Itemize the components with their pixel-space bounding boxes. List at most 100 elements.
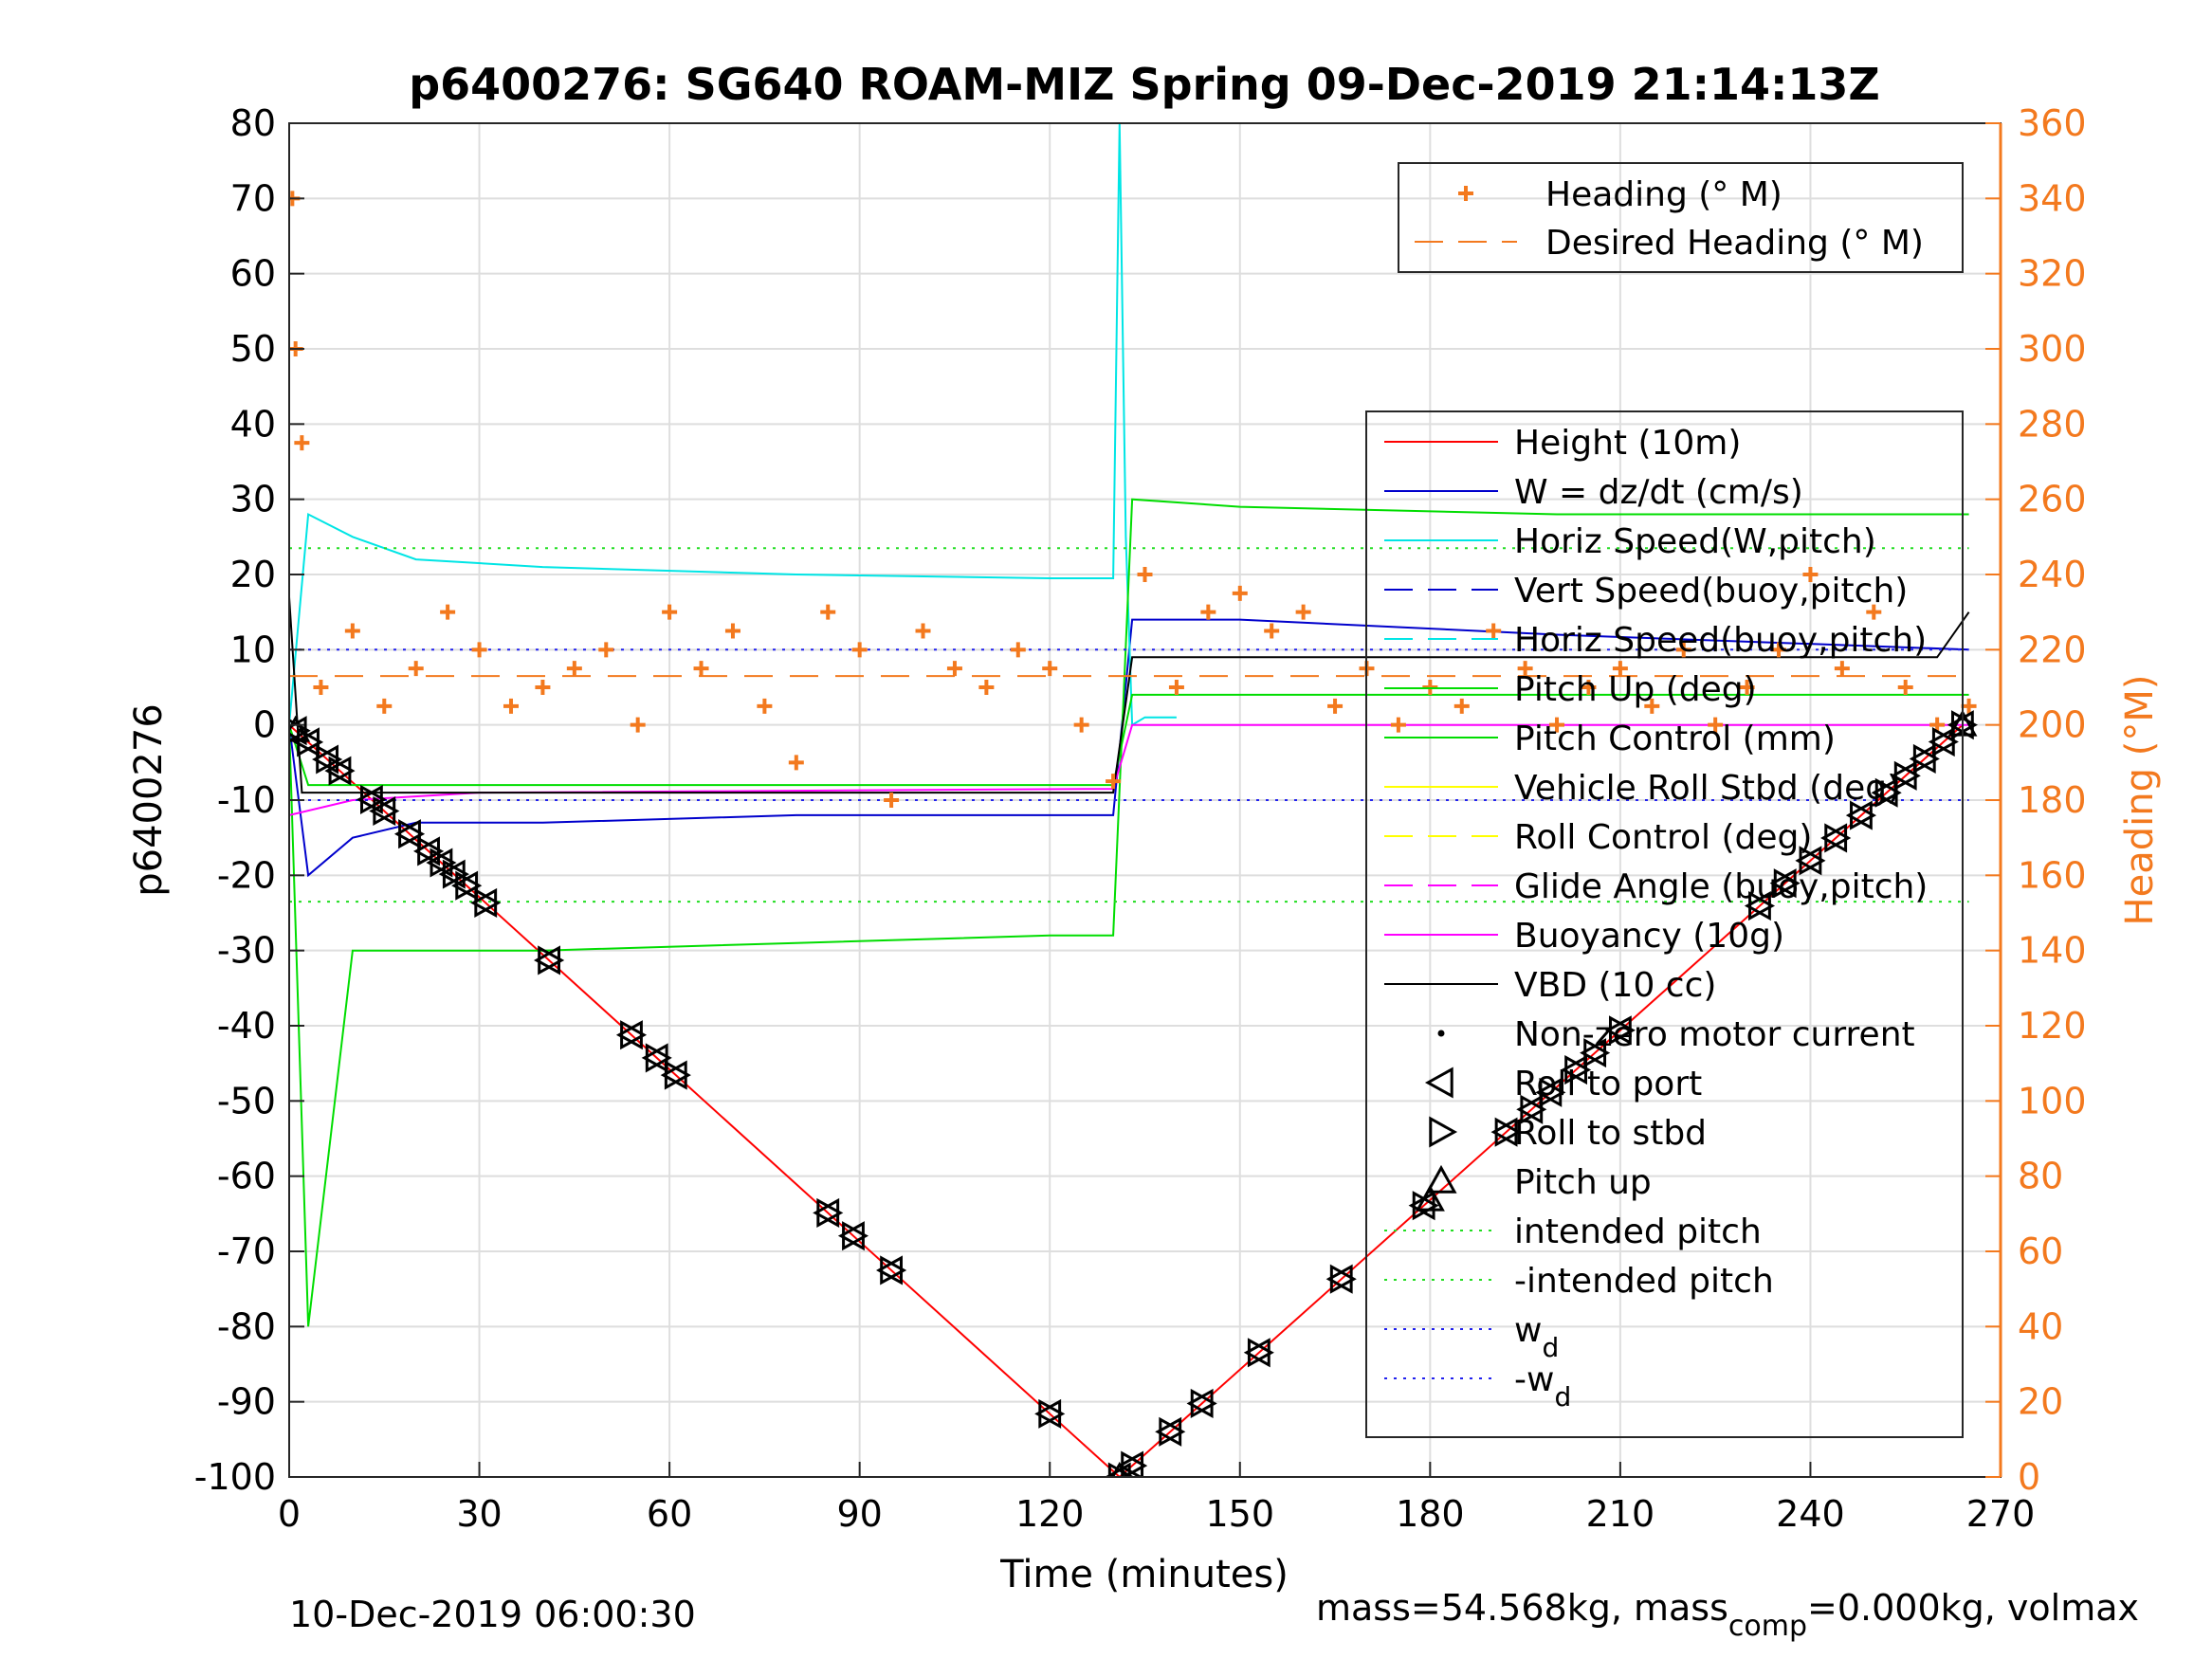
roll-stbd-marker [538, 945, 565, 975]
legend-label: Pitch Control (mm) [1514, 720, 1836, 758]
heading-marker [851, 642, 868, 658]
roll-stbd-marker [417, 836, 445, 866]
x-tick-label: 0 [278, 1493, 301, 1535]
heading-marker [788, 755, 804, 771]
x-tick-label: 120 [1015, 1493, 1085, 1535]
heading-marker [1486, 623, 1502, 639]
heading-marker [630, 717, 646, 733]
y-axis-label-right: Heading (°M) [2118, 675, 2162, 926]
pitch-up-marker [1415, 1184, 1445, 1212]
roll-stbd-marker [1824, 823, 1852, 853]
roll-stbd-marker [1799, 846, 1826, 876]
heading-marker [946, 661, 962, 677]
legend-label: Desired Heading (° M) [1545, 224, 1924, 263]
heading-marker [884, 793, 900, 808]
footer-mass-b: =0.000kg, volmax [1807, 1587, 2139, 1629]
roll-stbd-marker [398, 819, 426, 849]
heading-marker [598, 642, 614, 658]
heading-marker [440, 604, 456, 620]
heading-marker [724, 623, 740, 639]
heading-marker [1771, 642, 1787, 658]
legend-label: Vert Speed(buoy,pitch) [1514, 572, 1908, 611]
heading-marker [1802, 567, 1819, 582]
legend-label: Horiz Speed(buoy,pitch) [1514, 621, 1927, 660]
heading-marker [662, 604, 678, 620]
heading-marker [1106, 774, 1122, 790]
roll-stbd-marker [1247, 1338, 1274, 1368]
y-axis-right: 3603403203002802602402202001801601401201… [1985, 102, 2087, 1498]
legend-label: -intended pitch [1514, 1262, 1774, 1301]
roll-stbd-marker [1038, 1398, 1066, 1429]
footer-mass-sub: comp [1728, 1610, 1807, 1643]
roll-stbd-marker [1912, 743, 1940, 775]
legend-label: VBD (10 cc) [1514, 966, 1716, 1005]
heading-marker [1866, 604, 1882, 620]
heading-marker [1961, 698, 1977, 714]
roll-stbd-marker [1748, 890, 1776, 921]
x-axis-label: Time (minutes) [999, 1553, 1289, 1596]
series-line [289, 596, 1970, 794]
heading-marker [1708, 717, 1724, 733]
legend-label: Heading (° M) [1545, 175, 1782, 214]
y-right-tick-label: 80 [2018, 1156, 2063, 1197]
y-right-tick-label: 260 [2018, 479, 2087, 520]
legend-label: Pitch Up (deg) [1514, 670, 1757, 709]
y-right-tick-label: 60 [2018, 1231, 2063, 1272]
heading-marker [757, 698, 773, 714]
heading-marker [1295, 604, 1311, 620]
legend-swatch [1429, 1116, 1458, 1148]
legend-label: Roll to stbd [1514, 1114, 1707, 1153]
y-tick-label: -40 [217, 1005, 276, 1047]
roll-stbd-marker [1608, 1015, 1636, 1046]
x-tick-label: 180 [1396, 1493, 1465, 1535]
y-tick-label: -30 [217, 930, 276, 972]
y-tick-label: 80 [230, 102, 276, 144]
x-tick-label: 210 [1586, 1493, 1655, 1535]
y-right-tick-label: 0 [2018, 1456, 2040, 1498]
roll-stbd-marker [297, 727, 324, 757]
y-tick-label: 70 [230, 177, 276, 219]
heading-marker [313, 680, 329, 695]
roll-stbd-marker [645, 1043, 672, 1073]
legend-label: intended pitch [1514, 1212, 1762, 1251]
y-tick-label: 30 [230, 479, 276, 520]
x-tick-label: 240 [1776, 1493, 1845, 1535]
y-right-tick-label: 40 [2018, 1305, 2063, 1347]
heading-marker [1390, 717, 1406, 733]
y-right-tick-label: 120 [2018, 1005, 2087, 1047]
heading-marker [1042, 661, 1058, 677]
roll-stbd-marker [1159, 1416, 1186, 1447]
heading-marker [566, 661, 582, 677]
legend-label: Height (10m) [1514, 424, 1741, 463]
y-tick-label: -60 [217, 1156, 276, 1197]
heading-marker [1517, 661, 1533, 677]
y-right-tick-label: 320 [2018, 253, 2087, 295]
legend-label-sub: d [1554, 1381, 1571, 1413]
roll-stbd-marker [316, 744, 343, 775]
x-tick-label: 30 [456, 1493, 502, 1535]
heading-marker [1200, 604, 1216, 620]
x-tick-label: 60 [647, 1493, 692, 1535]
y-tick-label: -10 [217, 779, 276, 821]
y-tick-label: -90 [217, 1381, 276, 1423]
heading-marker [820, 604, 836, 620]
roll-stbd-marker [1583, 1038, 1611, 1068]
y-right-tick-label: 340 [2018, 177, 2087, 219]
heading-marker [1834, 661, 1850, 677]
heading-marker [1675, 642, 1691, 658]
roll-stbd-marker [664, 1060, 691, 1090]
y-right-tick-label: 300 [2018, 328, 2087, 370]
heading-marker [471, 642, 487, 658]
heading-marker [344, 623, 360, 639]
footer-mass: mass=54.568kg, masscomp=0.000kg, volmax [1316, 1587, 2139, 1643]
heading-marker [1327, 698, 1344, 714]
y-right-tick-label: 140 [2018, 930, 2087, 972]
y-tick-label: 40 [230, 403, 276, 445]
roll-stbd-marker [880, 1255, 907, 1285]
y-tick-label: 10 [230, 629, 276, 670]
heading-marker [1073, 717, 1089, 733]
y-right-tick-label: 200 [2018, 704, 2087, 746]
y-tick-label: -20 [217, 854, 276, 896]
roll-stbd-marker [1773, 868, 1801, 899]
heading-marker [294, 435, 310, 451]
